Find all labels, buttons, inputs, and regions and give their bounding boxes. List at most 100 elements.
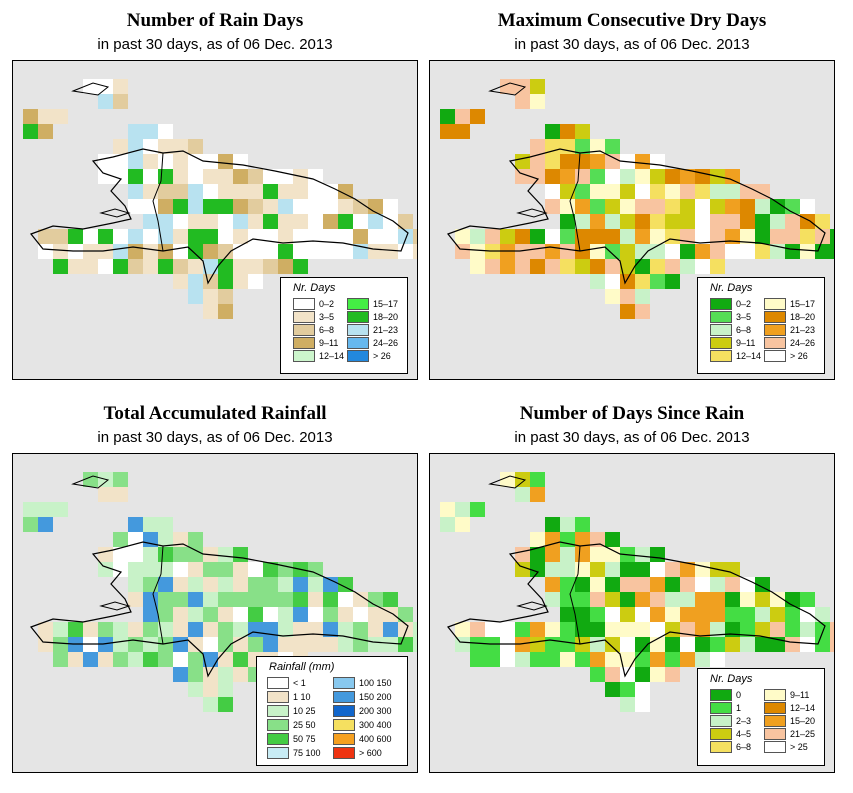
legend: Nr. Days 0–2 3–5 6–8 9–11 12–14 15–17 18… <box>697 277 825 374</box>
grid-cell <box>143 124 158 139</box>
grid-cell <box>575 184 590 199</box>
grid-cell <box>98 487 113 502</box>
grid-cell <box>173 592 188 607</box>
legend-swatch <box>710 324 732 336</box>
legend-label: 18–20 <box>373 312 399 322</box>
grid-cell <box>188 652 203 667</box>
grid-cell <box>695 622 710 637</box>
grid-cell <box>218 289 233 304</box>
grid-cell <box>413 637 417 652</box>
grid-cell <box>248 592 263 607</box>
grid-cell <box>323 592 338 607</box>
grid-cell <box>605 259 620 274</box>
grid-cell <box>173 259 188 274</box>
grid-cell <box>530 94 545 109</box>
grid-cell <box>620 304 635 319</box>
grid-cell <box>53 259 68 274</box>
grid-cell <box>560 637 575 652</box>
grid-cell <box>575 607 590 622</box>
grid-cell <box>710 214 725 229</box>
legend-swatch <box>347 298 369 310</box>
grid-cell <box>605 547 620 562</box>
grid-cell <box>680 652 695 667</box>
grid-cell <box>248 259 263 274</box>
grid-cell <box>725 592 740 607</box>
grid-cell <box>308 562 323 577</box>
grid-cell <box>83 652 98 667</box>
legend-swatch <box>710 350 732 362</box>
legend-swatch <box>710 311 732 323</box>
grid-cell <box>620 652 635 667</box>
grid-cell <box>680 244 695 259</box>
grid-cell <box>530 622 545 637</box>
grid-cell <box>233 259 248 274</box>
grid-cell <box>368 214 383 229</box>
legend-label: 6–8 <box>736 742 752 752</box>
grid-cell <box>218 607 233 622</box>
grid-cell <box>635 229 650 244</box>
grid-cell <box>800 229 815 244</box>
grid-cell <box>218 154 233 169</box>
grid-cell <box>353 592 368 607</box>
grid-cell <box>650 229 665 244</box>
legend-swatch <box>764 324 786 336</box>
legend-title: Nr. Days <box>710 282 753 294</box>
grid-cell <box>815 229 830 244</box>
grid-cell <box>308 244 323 259</box>
grid-cell <box>575 652 590 667</box>
grid-cell <box>173 244 188 259</box>
grid-cell <box>83 622 98 637</box>
grid-cell <box>113 154 128 169</box>
grid-cell <box>383 622 398 637</box>
grid-cell <box>620 607 635 622</box>
grid-cell <box>710 259 725 274</box>
grid-cell <box>338 607 353 622</box>
grid-cell <box>98 562 113 577</box>
grid-cell <box>413 229 417 244</box>
grid-cell <box>740 184 755 199</box>
grid-cell <box>590 532 605 547</box>
grid-cell <box>635 304 650 319</box>
grid-cell <box>575 577 590 592</box>
grid-cell <box>590 592 605 607</box>
grid-cell <box>815 607 830 622</box>
grid-cell <box>650 259 665 274</box>
grid-cell <box>815 622 830 637</box>
grid-cell <box>218 682 233 697</box>
grid-cell <box>188 577 203 592</box>
grid-cell <box>725 244 740 259</box>
grid-cell <box>545 124 560 139</box>
legend-label: 3–5 <box>319 312 335 322</box>
grid-cell <box>23 124 38 139</box>
grid-cell <box>575 547 590 562</box>
grid-cell <box>755 199 770 214</box>
lake-outline <box>516 601 548 611</box>
rainfall-grid <box>23 472 417 712</box>
grid-cell <box>233 214 248 229</box>
grid-cell <box>695 637 710 652</box>
grid-cell <box>605 229 620 244</box>
grid-cell <box>590 637 605 652</box>
grid-cell <box>515 94 530 109</box>
grid-cell <box>113 244 128 259</box>
grid-cell <box>605 622 620 637</box>
legend-label: > 26 <box>790 351 808 361</box>
grid-cell <box>665 199 680 214</box>
grid-cell <box>338 199 353 214</box>
grid-cell <box>188 622 203 637</box>
legend-swatch <box>267 733 289 745</box>
grid-cell <box>158 547 173 562</box>
grid-cell <box>338 592 353 607</box>
grid-cell <box>590 229 605 244</box>
grid-cell <box>590 622 605 637</box>
grid-cell <box>650 547 665 562</box>
grid-cell <box>455 622 470 637</box>
grid-cell <box>113 79 128 94</box>
grid-cell <box>635 697 650 712</box>
grid-cell <box>635 592 650 607</box>
grid-cell <box>680 592 695 607</box>
grid-cell <box>620 259 635 274</box>
grid-cell <box>470 652 485 667</box>
grid-cell <box>233 169 248 184</box>
grid-cell <box>158 199 173 214</box>
